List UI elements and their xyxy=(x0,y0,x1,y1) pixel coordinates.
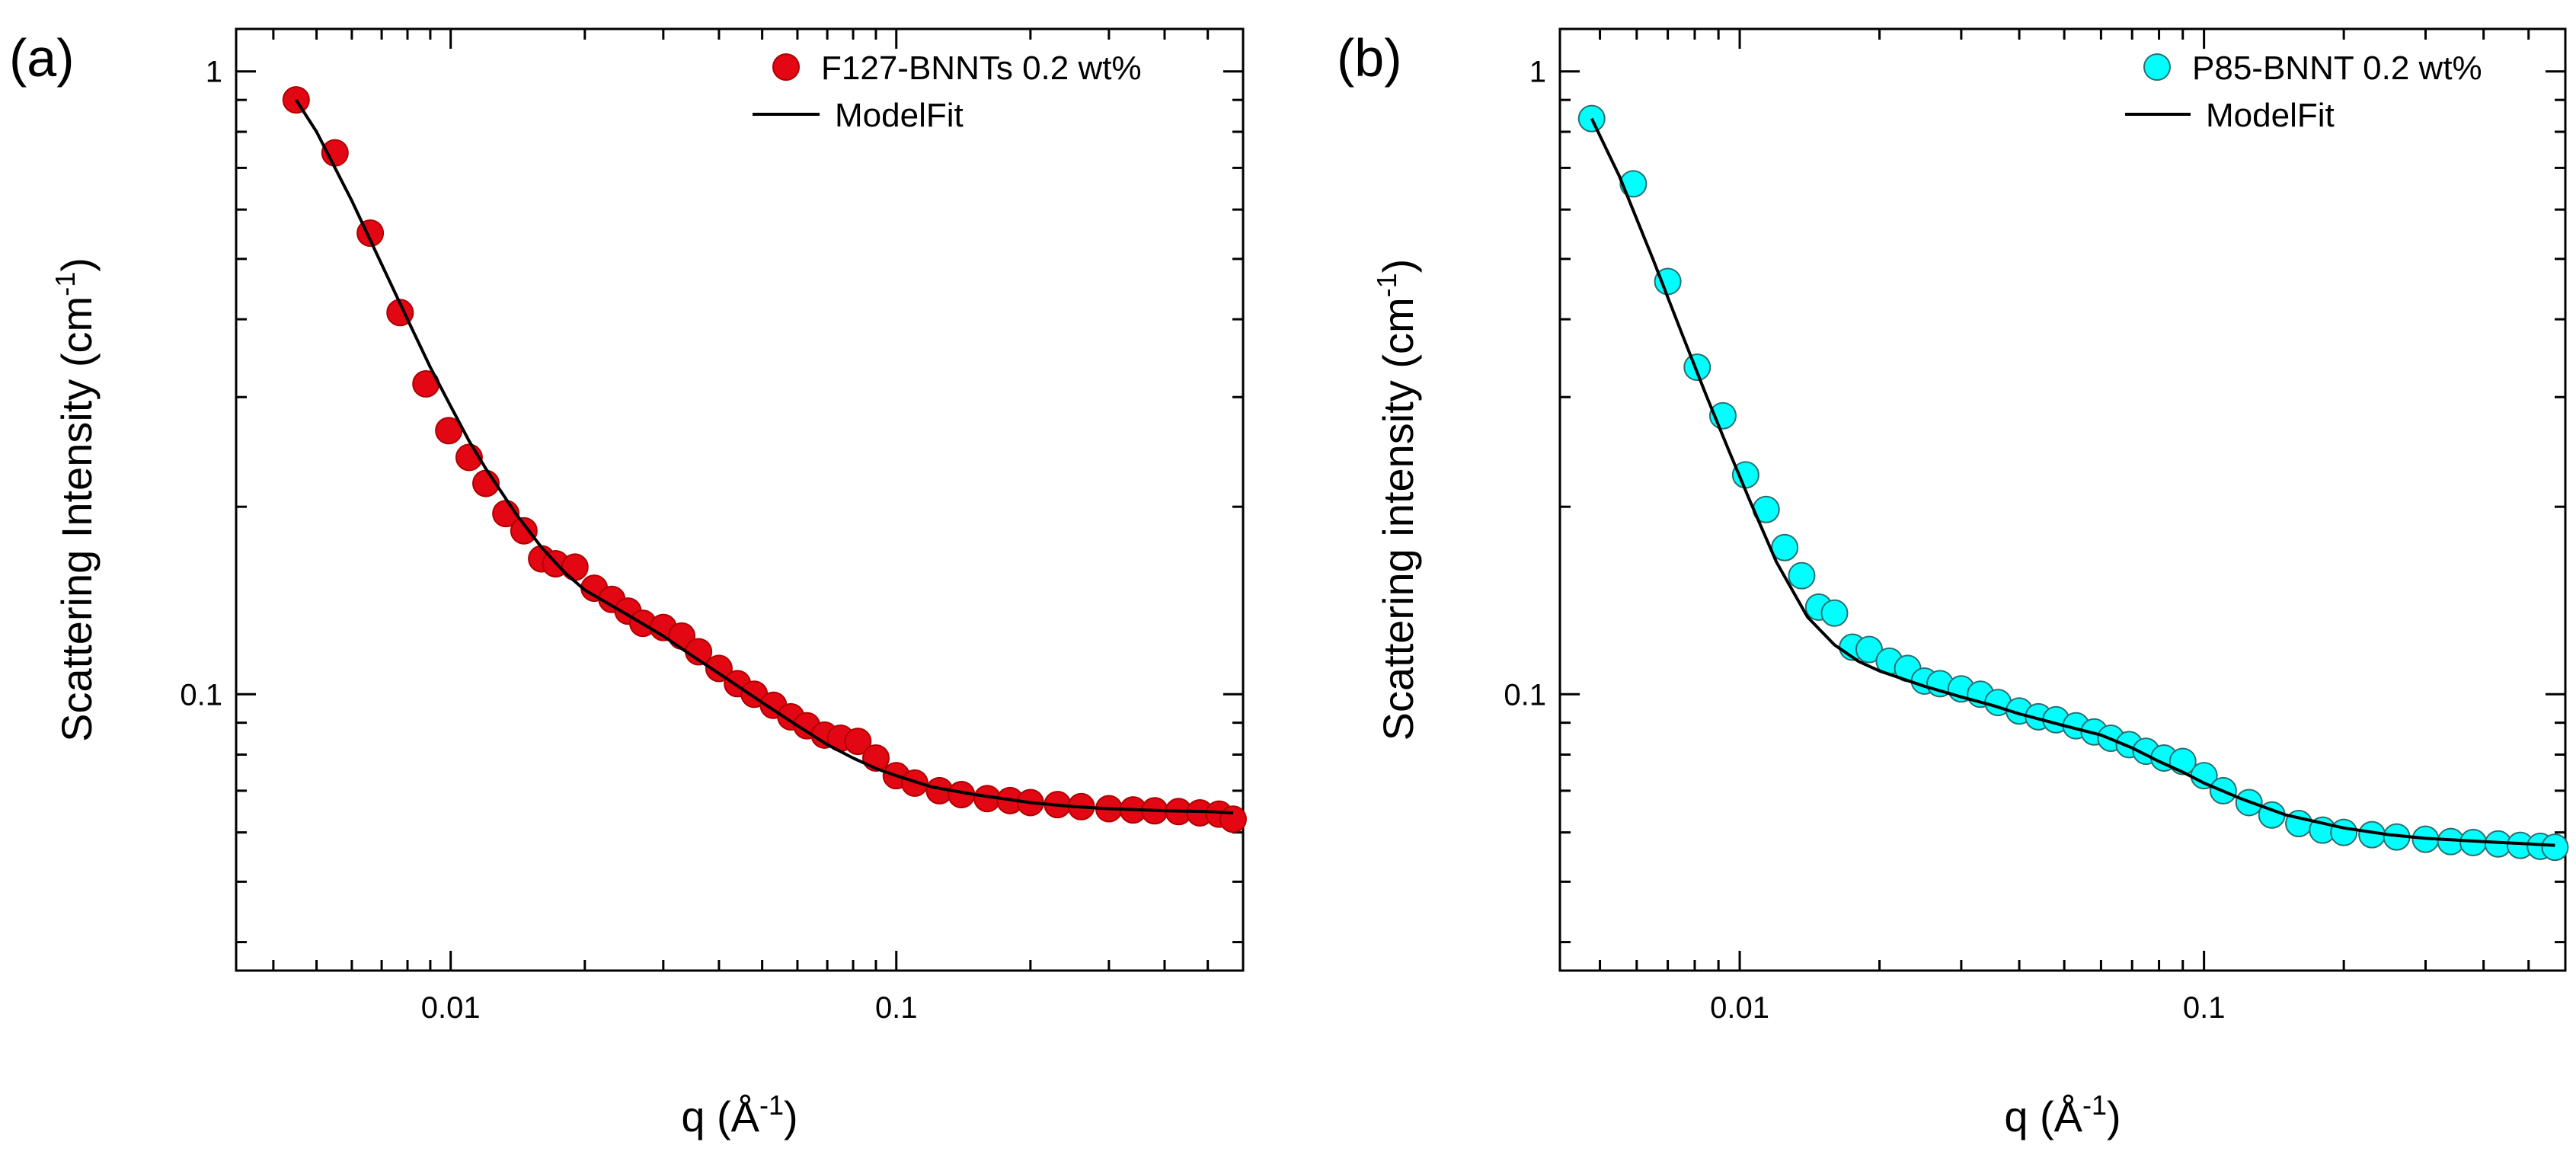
panel-b-ticks xyxy=(1560,29,2565,971)
panel-a-data-point xyxy=(435,417,463,445)
panel-b-legend-marker xyxy=(2143,53,2171,81)
panel-b-y-tick-label: 1 xyxy=(1529,56,1546,89)
panel-b-data-point xyxy=(1683,353,1711,382)
panel-b-legend: P85-BNNT 0.2 wt% ModelFit xyxy=(2125,50,2482,134)
panel-a-y-axis-label-superscript: -1 xyxy=(50,272,81,296)
panel-a-data-point xyxy=(282,86,310,114)
panel-b-data-point xyxy=(1788,561,1816,590)
panel-a-data-point xyxy=(844,728,872,756)
panel-a-y-axis-label: Scattering Intensity (cm-1) xyxy=(50,258,101,742)
panel-a: (a) 0.01 0.1 0.1 1 Scattering Intensity (cm… xyxy=(9,27,1247,1140)
panel-a-model-fit-line xyxy=(295,99,1234,814)
panel-b-x-axis-label-superscript: -1 xyxy=(2082,1089,2107,1121)
panel-a-y-axis-label-end: ) xyxy=(53,258,101,272)
panel-a-x-tick-label: 0.01 xyxy=(421,991,481,1025)
panel-b-y-tick-label: 0.1 xyxy=(1504,678,1546,712)
panel-a-y-tick-label: 0.1 xyxy=(180,678,222,712)
panel-b-legend-fit-label: ModelFit xyxy=(2206,97,2335,134)
panel-a-data-point xyxy=(1219,805,1247,833)
panel-b-legend-series-label: P85-BNNT 0.2 wt% xyxy=(2192,50,2482,87)
panel-b-data-point xyxy=(1855,635,1883,664)
panel-b-data-point xyxy=(1820,599,1849,627)
panel-a-x-axis-label-superscript: -1 xyxy=(759,1089,784,1121)
panel-b-model-fit-line xyxy=(1590,117,2555,847)
panel-a-data-point xyxy=(561,553,589,581)
panel-b-x-tick-label: 0.1 xyxy=(2183,991,2226,1025)
panel-a-legend: F127-BNNTs 0.2 wt% ModelFit xyxy=(753,50,1142,134)
panel-a-tick-labels: 0.01 0.1 0.1 1 xyxy=(180,56,917,1025)
panel-b-x-tick-label: 0.01 xyxy=(1710,991,1769,1025)
panel-a-y-tick-label: 1 xyxy=(206,56,222,89)
panel-b-data xyxy=(1577,104,2569,862)
panel-a-label: (a) xyxy=(9,28,75,88)
panel-b-y-axis-label-superscript: -1 xyxy=(1371,273,1402,297)
panel-a-legend-marker xyxy=(772,53,800,81)
panel-a-legend-fit-label: ModelFit xyxy=(835,97,964,134)
panel-a-plot-frame xyxy=(235,27,1245,972)
panel-b-data-point xyxy=(2541,833,2569,862)
panel-b-data-point xyxy=(2330,818,2358,846)
panel-b-tick-labels: 0.01 0.1 0.1 1 xyxy=(1504,56,2225,1025)
panel-a-legend-series-label: F127-BNNTs 0.2 wt% xyxy=(821,50,1142,87)
panel-b-x-axis-label: q (Å-1) xyxy=(2004,1089,2121,1140)
panel-a-data xyxy=(282,86,1247,833)
panel-b-y-axis-label: Scattering intensity (cm-1) xyxy=(1371,259,1422,741)
panel-a-data-point xyxy=(705,654,733,683)
panel-b-plot-frame xyxy=(1558,27,2567,972)
panel-a-x-axis-label: q (Å-1) xyxy=(681,1089,797,1140)
panel-a-data-point xyxy=(510,517,538,545)
panel-a-ticks xyxy=(236,29,1243,971)
panel-a-x-axis-label-end: ) xyxy=(784,1092,798,1140)
panel-a-x-tick-label: 0.1 xyxy=(875,991,918,1025)
panel-b-y-axis-label-end: ) xyxy=(1374,259,1422,274)
panel-b: (b) 0.01 0.1 0.1 1 Scattering intensity (cm… xyxy=(1337,27,2569,1140)
panel-b-data-point xyxy=(1619,170,1648,198)
panel-b-x-axis-label-end: ) xyxy=(2107,1092,2121,1140)
panel-b-label: (b) xyxy=(1337,28,1402,88)
